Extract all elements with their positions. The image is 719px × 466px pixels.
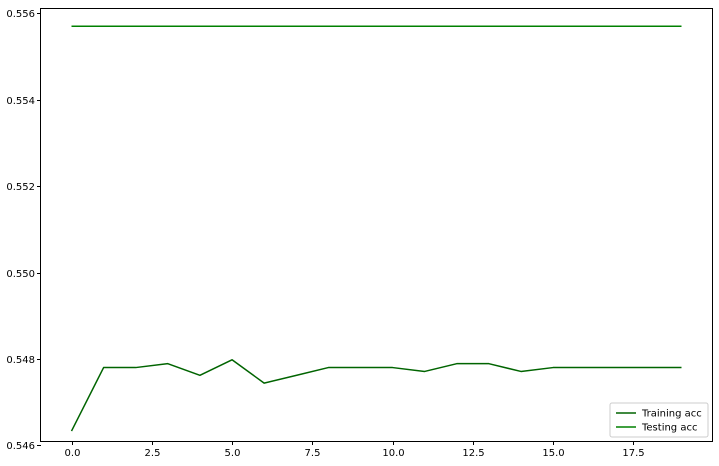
series-layer: [70, 25, 682, 432]
y-tick-label: 0.552: [6, 182, 35, 193]
x-tick-label: 0.0: [65, 448, 81, 459]
y-tick-label: 0.548: [6, 355, 35, 366]
y-tick-label: 0.556: [6, 9, 35, 20]
legend-box: [609, 402, 709, 438]
legend-label: Testing acc: [641, 423, 697, 434]
x-tick-label: 2.5: [145, 448, 161, 459]
plot-area: [40, 8, 713, 442]
x-axis: 0.0 2.5 5.0 7.5 10.0 12.5 15.0 17.5: [65, 441, 645, 459]
y-axis: 0.546 0.548 0.550 0.552 0.554 0.556: [6, 9, 41, 452]
x-tick-label: 17.5: [622, 448, 644, 459]
axes-frame: [40, 8, 713, 442]
x-tick-label: 10.0: [382, 448, 404, 459]
y-tick-label: 0.550: [6, 269, 35, 280]
series-line-training-acc: [70, 359, 682, 432]
legend-label: Training acc: [641, 409, 702, 420]
x-tick-label: 12.5: [462, 448, 484, 459]
legend: Training acc Testing acc: [609, 402, 709, 438]
y-tick-label: 0.554: [6, 96, 35, 107]
x-tick-label: 5.0: [225, 448, 241, 459]
x-tick-label: 7.5: [305, 448, 321, 459]
y-tick-label: 0.546: [6, 441, 35, 452]
x-tick-label: 15.0: [542, 448, 564, 459]
